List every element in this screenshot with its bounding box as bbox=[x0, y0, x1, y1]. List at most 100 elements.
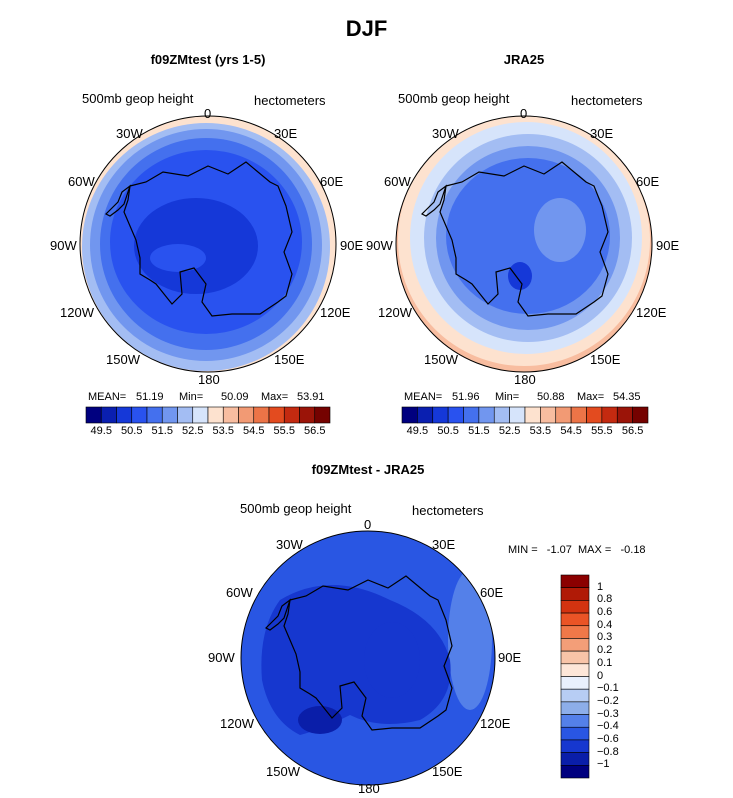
colorbar-a-tick-label: 49.5 bbox=[90, 425, 112, 437]
colorbar-b-swatch-5 bbox=[478, 406, 495, 424]
lon-label-b-90e: 90E bbox=[656, 238, 680, 253]
colorbar-a bbox=[85, 406, 331, 424]
colorbar-diff-tick-label: 0 bbox=[597, 669, 604, 682]
colorbar-a-swatch-0 bbox=[85, 406, 102, 424]
panel-a-field-label: 500mb geop height bbox=[82, 91, 194, 106]
colorbar-b-swatch-15 bbox=[632, 406, 649, 424]
panel-a-title: f09ZMtest (yrs 1-5) bbox=[150, 52, 266, 67]
colorbar-a-swatch-14 bbox=[299, 406, 316, 424]
colorbar-b-tick-label: 49.5 bbox=[406, 425, 429, 437]
colorbar-diff-tick-label: −0.6 bbox=[597, 732, 619, 745]
colorbar-a-swatch-3 bbox=[131, 406, 148, 424]
lon-label-b-30e: 30E bbox=[590, 126, 614, 141]
lon-label-a-30e: 30E bbox=[274, 126, 298, 141]
colorbar-diff-tick-label: −0.3 bbox=[597, 707, 619, 720]
lon-label-a-120w: 120W bbox=[60, 305, 94, 320]
panel-b-mean: 51.96 bbox=[452, 391, 480, 403]
colorbar-b-swatch-1 bbox=[417, 406, 434, 424]
colorbar-a-swatch-2 bbox=[116, 406, 133, 424]
lon-label-b-60e: 60E bbox=[636, 174, 660, 189]
colorbar-a-tick-label: 54.5 bbox=[243, 425, 265, 437]
colorbar-diff-tick-label: −1 bbox=[597, 758, 610, 771]
colorbar-b-swatch-14 bbox=[616, 406, 633, 424]
colorbar-diff-tick-label: −0.1 bbox=[597, 682, 619, 695]
lon-label-c-90e: 90E bbox=[498, 650, 522, 665]
colorbar-b-tick-label: 55.5 bbox=[591, 425, 613, 437]
colorbar-diff-swatch-2 bbox=[560, 600, 590, 614]
map-border-diff bbox=[240, 530, 496, 786]
panel-a-min-label: Min= bbox=[179, 391, 204, 403]
colorbar-diff bbox=[560, 574, 590, 779]
lon-label-c-90w: 90W bbox=[208, 650, 235, 665]
colorbar-diff-tick-label: −0.4 bbox=[597, 720, 619, 733]
lon-label-b-60w: 60W bbox=[384, 174, 411, 189]
lon-label-a-150w: 150W bbox=[106, 352, 140, 367]
lon-label-c-180: 180 bbox=[358, 781, 380, 796]
panel-diff-field-label: 500mb geop height bbox=[240, 501, 352, 516]
lon-label-b-180: 180 bbox=[514, 372, 536, 387]
colorbar-a-tick-label: 52.5 bbox=[182, 425, 204, 437]
lon-label-a-90e: 90E bbox=[340, 238, 364, 253]
colorbar-diff-swatch-14 bbox=[560, 752, 590, 766]
panel-b-title: JRA25 bbox=[503, 52, 545, 67]
colorbar-a-tick-label: 50.5 bbox=[121, 425, 143, 437]
map-panel-diff bbox=[241, 531, 495, 785]
lon-label-c-60e: 60E bbox=[480, 585, 504, 600]
lon-label-b-150e: 150E bbox=[590, 352, 621, 367]
panel-b-max-label: Max= bbox=[577, 391, 605, 403]
lon-label-c-150e: 150E bbox=[432, 764, 463, 779]
colorbar-diff-swatch-15 bbox=[560, 765, 590, 779]
colorbar-a-swatch-7 bbox=[192, 406, 209, 424]
colorbar-b-swatch-7 bbox=[509, 406, 526, 424]
colorbar-diff-swatch-9 bbox=[560, 688, 590, 703]
lon-label-a-60e: 60E bbox=[320, 174, 344, 189]
colorbar-diff-tick-label: 0.2 bbox=[597, 644, 613, 657]
colorbar-a-tick-label: 51.5 bbox=[151, 425, 173, 437]
panel-b-max: 54.35 bbox=[613, 391, 641, 403]
colorbar-b-swatch-3 bbox=[447, 406, 464, 424]
panel-b-field-label: 500mb geop height bbox=[398, 91, 510, 106]
lon-label-b-150w: 150W bbox=[424, 352, 458, 367]
colorbar-a-swatch-4 bbox=[146, 406, 163, 424]
colorbar-b-swatch-10 bbox=[555, 406, 572, 424]
lon-label-b-120e: 120E bbox=[636, 305, 667, 320]
colorbar-b-tick-label: 51.5 bbox=[468, 425, 490, 437]
lon-label-c-150w: 150W bbox=[266, 764, 300, 779]
colorbar-a-tick-label: 55.5 bbox=[273, 425, 295, 437]
colorbar-b-swatch-12 bbox=[586, 406, 603, 424]
colorbar-b-tick-label: 52.5 bbox=[498, 425, 521, 437]
lon-label-a-30w: 30W bbox=[116, 126, 143, 141]
colorbar-b-tick-label: 50.5 bbox=[437, 425, 459, 437]
panel-diff-minmax: MIN = -1.07 MAX = -0.18 bbox=[508, 544, 646, 556]
colorbar-diff-swatch-1 bbox=[560, 587, 590, 601]
colorbar-diff-tick-label: −0.8 bbox=[597, 745, 619, 758]
colorbar-b-tick-label: 53.5 bbox=[529, 425, 552, 437]
colorbar-b-swatch-6 bbox=[493, 406, 510, 424]
lon-label-b-0: 0 bbox=[520, 106, 528, 121]
lon-label-a-0: 0 bbox=[204, 106, 212, 121]
lon-label-a-90w: 90W bbox=[50, 238, 77, 253]
lon-label-c-60w: 60W bbox=[226, 585, 253, 600]
colorbar-diff-tick-label: 0.1 bbox=[597, 656, 613, 669]
colorbar-diff-swatch-3 bbox=[560, 612, 590, 627]
colorbar-diff-swatch-4 bbox=[560, 625, 590, 639]
colorbar-a-swatch-10 bbox=[238, 406, 255, 424]
colorbar-diff-tick-label: 0.8 bbox=[597, 593, 613, 606]
panel-a-units-label: hectometers bbox=[254, 93, 326, 108]
colorbar-diff-swatch-11 bbox=[560, 714, 590, 728]
colorbar-a-tick-label: 53.5 bbox=[212, 425, 234, 437]
colorbar-b-tick-label: 56.5 bbox=[621, 425, 644, 437]
colorbar-diff-tick-label: 0.3 bbox=[597, 631, 613, 644]
lon-label-c-30w: 30W bbox=[276, 537, 303, 552]
panel-a-max: 53.91 bbox=[297, 391, 325, 403]
panel-b-mean-label: MEAN= bbox=[404, 391, 443, 403]
colorbar-b-swatch-4 bbox=[463, 406, 480, 424]
colorbar-diff-swatch-10 bbox=[560, 701, 590, 715]
colorbar-a-swatch-13 bbox=[283, 406, 300, 424]
panel-a-mean-label: MEAN= bbox=[88, 391, 127, 403]
colorbar-a-swatch-1 bbox=[100, 406, 117, 424]
map-border-b bbox=[395, 115, 653, 373]
colorbar-diff-swatch-6 bbox=[560, 650, 590, 665]
colorbar-diff-swatch-5 bbox=[560, 638, 590, 652]
map-border-a bbox=[79, 115, 337, 373]
